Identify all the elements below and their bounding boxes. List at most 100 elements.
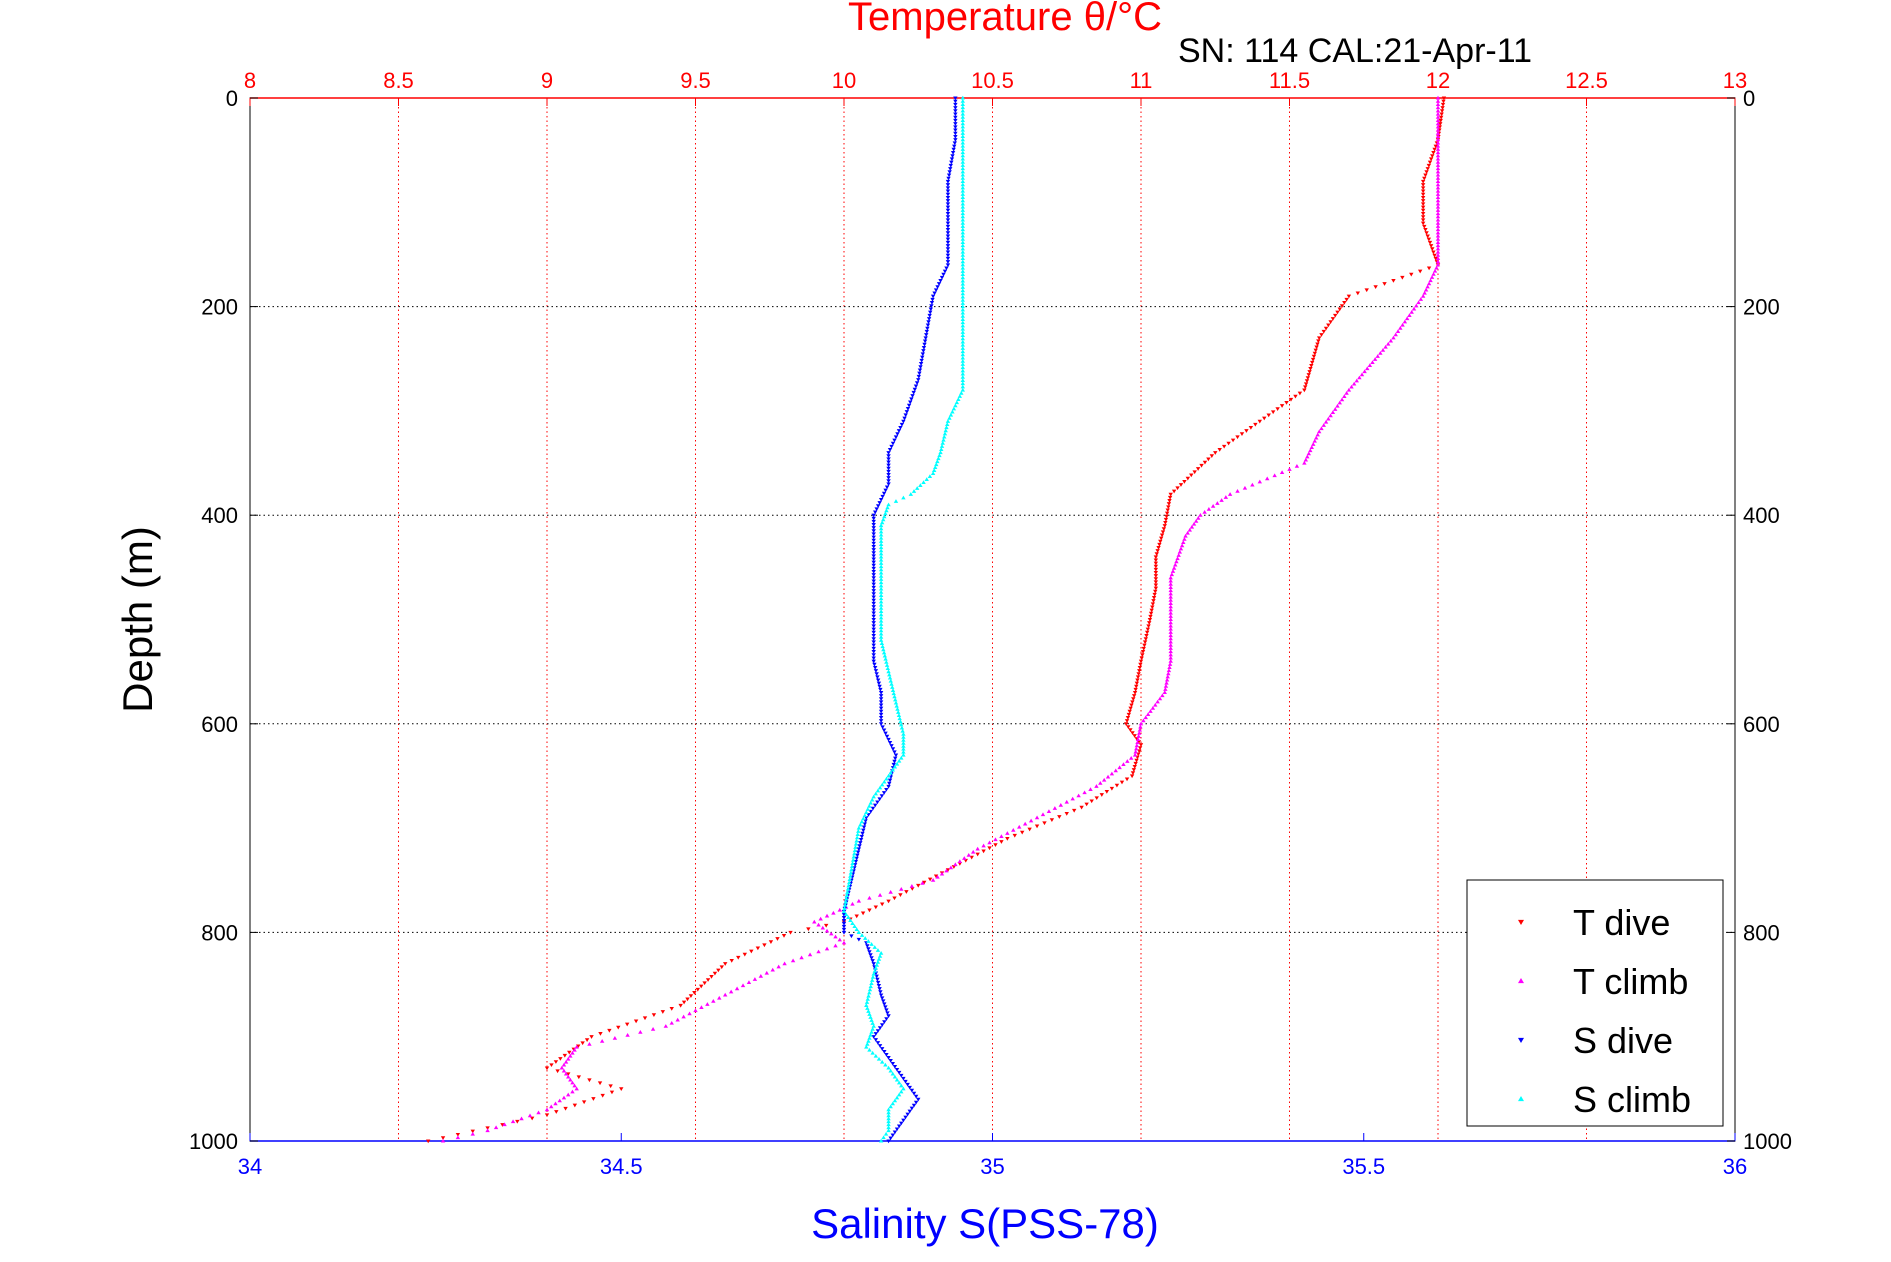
data-point <box>860 831 865 836</box>
data-point <box>960 192 965 196</box>
data-point <box>1426 266 1432 271</box>
data-point <box>1362 369 1367 374</box>
data-point <box>890 685 895 689</box>
data-point <box>1435 118 1441 123</box>
data-point <box>871 551 876 555</box>
data-point <box>687 1011 692 1016</box>
data-point <box>854 838 859 843</box>
data-point <box>1213 451 1218 455</box>
data-point <box>843 912 849 917</box>
data-point <box>917 371 922 376</box>
data-point <box>875 504 881 509</box>
data-point <box>1354 378 1359 383</box>
data-point <box>854 856 859 861</box>
data-point <box>591 1097 596 1101</box>
data-point <box>1168 604 1173 609</box>
bottom-tick-label: 34.5 <box>600 1154 643 1179</box>
data-point <box>566 1074 571 1079</box>
data-point <box>1398 326 1403 330</box>
data-point <box>570 1050 575 1055</box>
data-point <box>942 434 947 439</box>
data-point <box>1287 467 1292 471</box>
data-point <box>902 416 907 421</box>
data-point <box>867 908 872 913</box>
data-point <box>566 1056 571 1061</box>
data-point <box>1420 179 1426 184</box>
data-point <box>846 883 851 888</box>
data-point <box>871 544 876 549</box>
chart-title: SN: 114 CAL:21-Apr-11 <box>1178 32 1532 70</box>
data-point <box>1150 705 1156 710</box>
data-point <box>1142 640 1148 645</box>
data-point <box>816 949 821 954</box>
data-point <box>942 431 948 436</box>
data-point <box>1168 614 1173 618</box>
data-point <box>1420 186 1426 191</box>
data-point <box>1012 833 1017 838</box>
data-point <box>960 358 965 363</box>
data-point <box>922 339 928 344</box>
data-point <box>562 1053 568 1058</box>
data-point <box>999 840 1004 844</box>
data-point <box>873 905 879 910</box>
data-point <box>854 914 859 919</box>
data-point <box>883 488 888 493</box>
data-point <box>914 381 920 386</box>
data-point <box>876 957 882 961</box>
top-tick-label: 9 <box>541 68 553 93</box>
data-point <box>936 456 941 461</box>
data-point <box>878 564 884 569</box>
legend-box <box>1466 879 1724 1127</box>
data-point <box>966 853 971 857</box>
data-point <box>960 156 965 161</box>
data-point <box>960 121 965 126</box>
data-point <box>1109 771 1115 776</box>
data-point <box>993 843 998 847</box>
data-point <box>960 336 965 341</box>
data-point <box>871 637 876 641</box>
data-point <box>1435 201 1441 206</box>
data-point <box>1145 627 1151 632</box>
data-point <box>948 865 954 870</box>
data-point <box>1005 836 1010 841</box>
data-point <box>957 859 963 864</box>
data-point <box>616 1025 621 1030</box>
data-point <box>1167 662 1173 666</box>
data-point <box>858 822 863 827</box>
data-point <box>875 675 880 680</box>
data-point <box>878 615 884 620</box>
data-point <box>716 968 721 973</box>
data-point <box>960 137 965 142</box>
data-point <box>633 1019 639 1024</box>
data-point <box>1209 454 1215 459</box>
data-point <box>1435 237 1441 241</box>
data-point <box>875 977 880 982</box>
data-point <box>886 737 891 742</box>
data-point <box>851 854 856 859</box>
data-point <box>869 981 874 986</box>
data-point <box>1349 384 1354 389</box>
data-point <box>878 638 884 642</box>
data-point <box>1235 489 1240 493</box>
data-point <box>892 1130 898 1135</box>
data-point <box>1435 227 1441 232</box>
data-point <box>440 1138 446 1143</box>
data-point <box>1435 240 1441 244</box>
data-point <box>1253 422 1258 427</box>
data-point <box>970 849 976 854</box>
data-point <box>1167 665 1172 670</box>
data-point <box>1131 694 1137 698</box>
data-point <box>890 767 895 772</box>
data-point <box>981 843 986 848</box>
data-point <box>856 930 862 934</box>
data-point <box>1423 287 1429 292</box>
data-point <box>871 566 876 571</box>
data-point <box>960 326 965 331</box>
data-point <box>1176 553 1181 557</box>
data-point <box>878 539 884 543</box>
data-point <box>728 989 734 994</box>
data-point <box>877 892 883 897</box>
data-point <box>900 728 905 733</box>
data-point <box>960 375 965 379</box>
data-point <box>960 169 965 174</box>
